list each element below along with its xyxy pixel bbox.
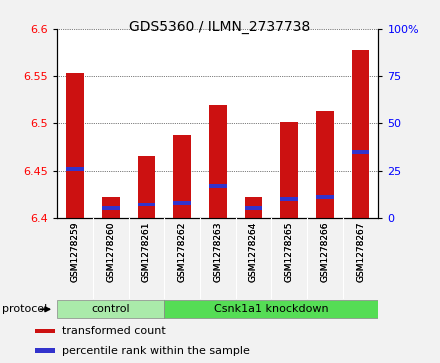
- Text: GSM1278259: GSM1278259: [70, 222, 80, 282]
- Text: GSM1278265: GSM1278265: [285, 222, 293, 282]
- Text: GSM1278262: GSM1278262: [178, 222, 187, 282]
- Text: GSM1278264: GSM1278264: [249, 222, 258, 282]
- Text: GSM1278265: GSM1278265: [285, 222, 293, 282]
- Bar: [316, 195, 334, 199]
- Text: GSM1278266: GSM1278266: [320, 222, 330, 282]
- Bar: [35, 329, 55, 333]
- Bar: [66, 73, 84, 218]
- Text: GSM1278267: GSM1278267: [356, 222, 365, 282]
- Text: GSM1278260: GSM1278260: [106, 222, 115, 282]
- Text: GSM1278263: GSM1278263: [213, 222, 222, 282]
- Bar: [209, 105, 227, 218]
- Bar: [352, 50, 370, 218]
- Bar: [66, 167, 84, 171]
- Text: GSM1278263: GSM1278263: [213, 222, 222, 282]
- Bar: [35, 348, 55, 353]
- Text: GDS5360 / ILMN_2737738: GDS5360 / ILMN_2737738: [129, 20, 311, 34]
- Text: GSM1278261: GSM1278261: [142, 222, 151, 282]
- Bar: [245, 197, 262, 218]
- Bar: [173, 201, 191, 205]
- Text: GSM1278264: GSM1278264: [249, 222, 258, 282]
- Bar: [164, 301, 378, 318]
- Text: control: control: [92, 305, 130, 314]
- Text: GSM1278267: GSM1278267: [356, 222, 365, 282]
- Bar: [209, 184, 227, 188]
- Text: protocol: protocol: [2, 304, 48, 314]
- Text: GSM1278261: GSM1278261: [142, 222, 151, 282]
- Text: GSM1278259: GSM1278259: [70, 222, 80, 282]
- Bar: [102, 207, 120, 210]
- Bar: [138, 156, 155, 218]
- Bar: [352, 150, 370, 154]
- Bar: [316, 111, 334, 218]
- Bar: [57, 301, 164, 318]
- Text: transformed count: transformed count: [62, 326, 166, 336]
- Bar: [102, 197, 120, 218]
- Text: percentile rank within the sample: percentile rank within the sample: [62, 346, 250, 356]
- Text: GSM1278262: GSM1278262: [178, 222, 187, 282]
- Bar: [173, 135, 191, 218]
- Bar: [280, 197, 298, 201]
- Bar: [138, 203, 155, 207]
- Text: GSM1278266: GSM1278266: [320, 222, 330, 282]
- Text: Csnk1a1 knockdown: Csnk1a1 knockdown: [214, 305, 329, 314]
- Text: GSM1278260: GSM1278260: [106, 222, 115, 282]
- Bar: [245, 207, 262, 210]
- Bar: [280, 122, 298, 218]
